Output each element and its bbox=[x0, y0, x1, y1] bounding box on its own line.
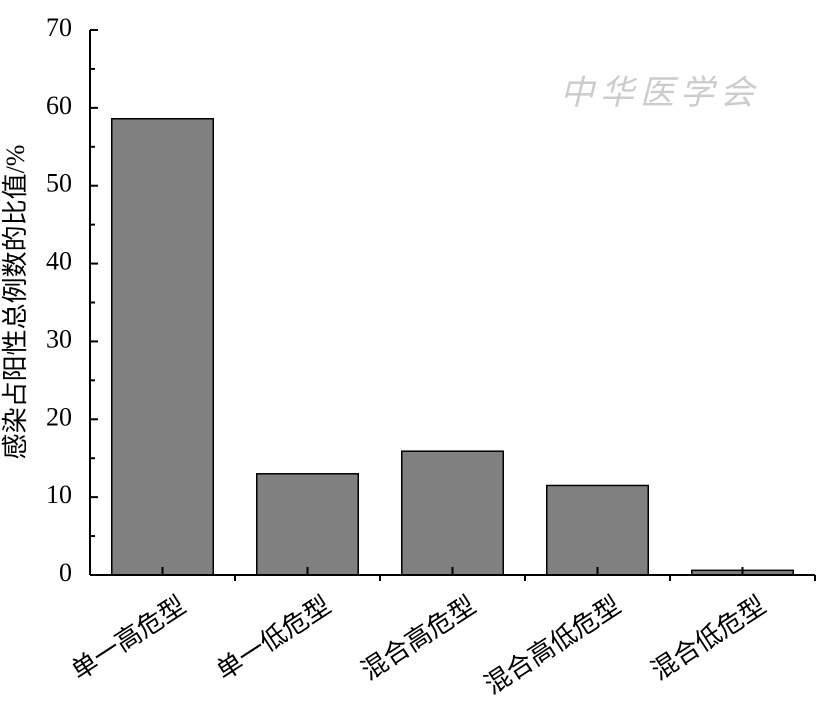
x-tick-label: 混合低危型 bbox=[646, 591, 771, 686]
y-axis-label: 感染占阳性总例数的比值/% bbox=[1, 145, 30, 460]
x-tick-label: 单一低危型 bbox=[211, 591, 336, 686]
y-tick-label: 20 bbox=[46, 402, 72, 431]
x-tick-label: 混合高危型 bbox=[356, 591, 481, 686]
bar bbox=[546, 484, 649, 576]
x-tick-label: 单一高危型 bbox=[66, 591, 191, 686]
y-tick-label: 10 bbox=[46, 480, 72, 509]
x-tick-label: 混合高低危型 bbox=[479, 591, 626, 700]
y-tick-label: 70 bbox=[46, 13, 72, 42]
bar bbox=[111, 118, 214, 576]
y-tick-label: 30 bbox=[46, 324, 72, 353]
watermark: 中华医学会 bbox=[560, 75, 760, 112]
y-tick-label: 40 bbox=[46, 247, 72, 276]
y-tick-label: 50 bbox=[46, 169, 72, 198]
y-tick-label: 60 bbox=[46, 91, 72, 120]
bar bbox=[401, 450, 504, 576]
y-tick-label: 0 bbox=[59, 558, 72, 587]
bar bbox=[256, 473, 359, 576]
